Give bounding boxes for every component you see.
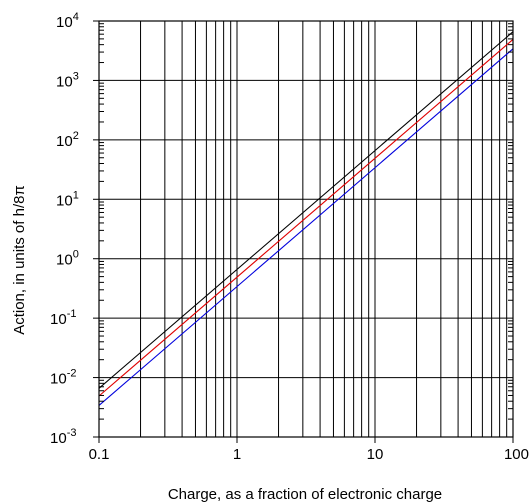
y-tick-label: 10-1 xyxy=(50,308,76,328)
grid xyxy=(99,21,513,437)
y-tick-label: 101 xyxy=(56,189,79,209)
tick-labels: 0.1 1 10 100 10-3 10-2 10-1 100 101 102 103 104 xyxy=(50,11,529,463)
x-tick-label: 100 xyxy=(504,446,529,463)
y-tick-label: 10-2 xyxy=(50,368,76,388)
series-line-3 xyxy=(98,48,514,406)
series-line-1 xyxy=(98,31,514,389)
series-group xyxy=(98,31,514,406)
y-tick-label: 103 xyxy=(56,70,79,90)
series-line-2 xyxy=(98,38,514,397)
ticks xyxy=(93,20,514,443)
y-tick-label: 10-3 xyxy=(50,427,76,447)
y-tick-label: 100 xyxy=(56,249,79,269)
y-tick-label: 102 xyxy=(56,130,79,150)
y-tick-label: 104 xyxy=(56,11,79,31)
x-tick-label: 1 xyxy=(233,446,241,463)
x-axis-label: Charge, as a fraction of electronic char… xyxy=(168,486,442,503)
x-tick-label: 0.1 xyxy=(89,446,110,463)
plot-frame xyxy=(98,20,514,438)
x-tick-label: 10 xyxy=(367,446,384,463)
y-axis-label: Action, in units of h/8π xyxy=(11,185,28,335)
